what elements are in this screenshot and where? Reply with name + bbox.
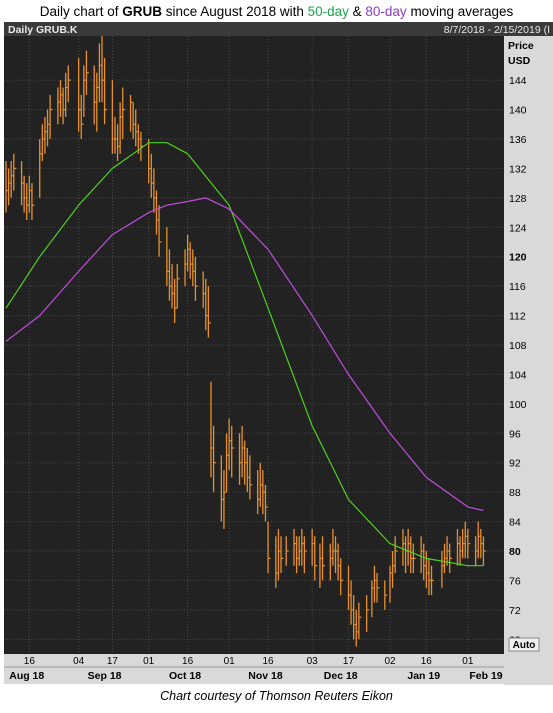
price-bar <box>49 94 53 139</box>
price-bar <box>31 183 35 220</box>
price-tick-label: 100 <box>509 399 527 411</box>
price-axis-panel <box>504 22 553 685</box>
date-axis-days <box>4 654 504 667</box>
price-tick-label: 132 <box>509 163 527 175</box>
ma80-line <box>5 197 484 512</box>
day-tick-label: 17 <box>107 656 119 667</box>
price-bars <box>5 36 486 647</box>
price-bar <box>194 256 198 301</box>
title-suffix: moving averages <box>406 4 514 19</box>
price-tick-label: 80 <box>509 546 521 558</box>
price-tick-label: 120 <box>509 252 527 264</box>
price-bar <box>340 558 344 596</box>
price-tick-label: 96 <box>509 428 521 440</box>
price-bar <box>67 65 71 103</box>
price-tick-label: 108 <box>509 340 527 352</box>
price-tick-label: 92 <box>509 458 521 470</box>
price-bar <box>376 573 380 603</box>
price-bar <box>103 58 108 125</box>
day-tick-label: 01 <box>462 656 474 667</box>
month-tick-label: Feb 19 <box>469 670 502 682</box>
month-tick-label: Jan 19 <box>407 670 440 682</box>
price-tick-labels: 6872768084889296100104108112116120124128… <box>509 75 527 646</box>
price-bar <box>264 484 268 522</box>
month-tick-label: Aug 18 <box>9 670 44 682</box>
price-bar <box>321 536 326 581</box>
price-bar <box>314 536 318 581</box>
price-chart: Daily GRUB.K 8/7/2018 - 2/15/2019 (I 687… <box>4 22 553 685</box>
price-bar <box>80 94 84 139</box>
chart-caption: Chart courtesy of Thomson Reuters Eikon <box>160 689 393 703</box>
month-tick-label: Dec 18 <box>324 670 358 682</box>
price-bar <box>85 50 89 95</box>
price-bar <box>449 543 453 574</box>
title-ticker: GRUB <box>122 4 163 19</box>
price-tick-label: 124 <box>509 222 527 234</box>
price-bar <box>267 521 271 574</box>
price-tick-label: 72 <box>509 605 521 617</box>
price-tick-label: 104 <box>509 369 527 381</box>
day-tick-label: 16 <box>24 656 36 667</box>
price-bar <box>285 536 289 566</box>
price-axis-title: Price <box>508 40 534 52</box>
price-bar <box>482 536 486 566</box>
day-tick-label: 16 <box>182 656 194 667</box>
day-tick-label: 17 <box>343 656 355 667</box>
title-and: & <box>348 4 366 19</box>
date-tick-labels: 16 04 17 01 16 01 16 03 17 02 16 01 Aug 18 Sep 18 Oct … <box>9 656 503 682</box>
auto-scale-label: Auto <box>513 640 536 651</box>
price-bar <box>280 536 284 574</box>
title-ma50: 50-day <box>307 4 349 19</box>
day-tick-label: 01 <box>224 656 236 667</box>
day-tick-label: 03 <box>307 656 319 667</box>
auto-scale-button[interactable] <box>508 637 540 652</box>
price-bar <box>13 153 17 191</box>
month-tick-label: Nov 18 <box>248 670 283 682</box>
price-tick-label: 144 <box>509 75 527 87</box>
price-tick-label: 116 <box>509 281 526 293</box>
day-tick-label: 16 <box>262 656 274 667</box>
chart-date-range: 8/7/2018 - 2/15/2019 (I <box>444 24 550 36</box>
ma50-line <box>5 142 484 567</box>
price-bar <box>176 264 180 309</box>
currency-label: USD <box>508 55 531 67</box>
month-tick-label: Oct 18 <box>169 670 201 682</box>
month-tick-label: Sep 18 <box>88 670 122 682</box>
day-tick-label: 01 <box>143 656 155 667</box>
price-bar <box>394 536 398 574</box>
price-bar <box>412 543 416 574</box>
day-tick-label: 02 <box>384 656 396 667</box>
price-tick-label: 112 <box>509 311 526 323</box>
price-bar <box>231 425 235 478</box>
price-tick-label: 140 <box>509 105 527 117</box>
price-bar <box>122 87 126 139</box>
price-bar <box>365 595 370 632</box>
price-bar <box>158 205 162 257</box>
price-bar <box>207 286 211 338</box>
price-bar <box>384 580 388 610</box>
title-middle: since August 2018 with <box>162 4 308 19</box>
title-ma80: 80-day <box>365 4 407 19</box>
moving-average-lines <box>5 142 484 567</box>
date-axis-months <box>4 667 504 684</box>
price-tick-label: 88 <box>509 487 521 499</box>
price-bar <box>303 536 307 574</box>
price-tick-label: 128 <box>509 193 527 205</box>
price-tick-label: 84 <box>509 517 521 529</box>
chart-symbol-label: Daily GRUB.K <box>8 24 78 36</box>
price-tick-label: 136 <box>509 134 527 146</box>
title-prefix: Daily chart of <box>39 4 123 19</box>
price-bar <box>467 528 471 559</box>
price-bar <box>212 425 217 493</box>
day-tick-label: 04 <box>73 656 85 667</box>
price-tick-label: 76 <box>509 575 521 587</box>
chart-title: Daily chart of GRUB since August 2018 wi… <box>0 4 553 19</box>
price-bar <box>430 565 435 596</box>
day-tick-label: 16 <box>421 656 433 667</box>
price-bar <box>249 455 253 500</box>
price-bar <box>358 602 362 640</box>
chart-header-bar <box>4 22 553 36</box>
